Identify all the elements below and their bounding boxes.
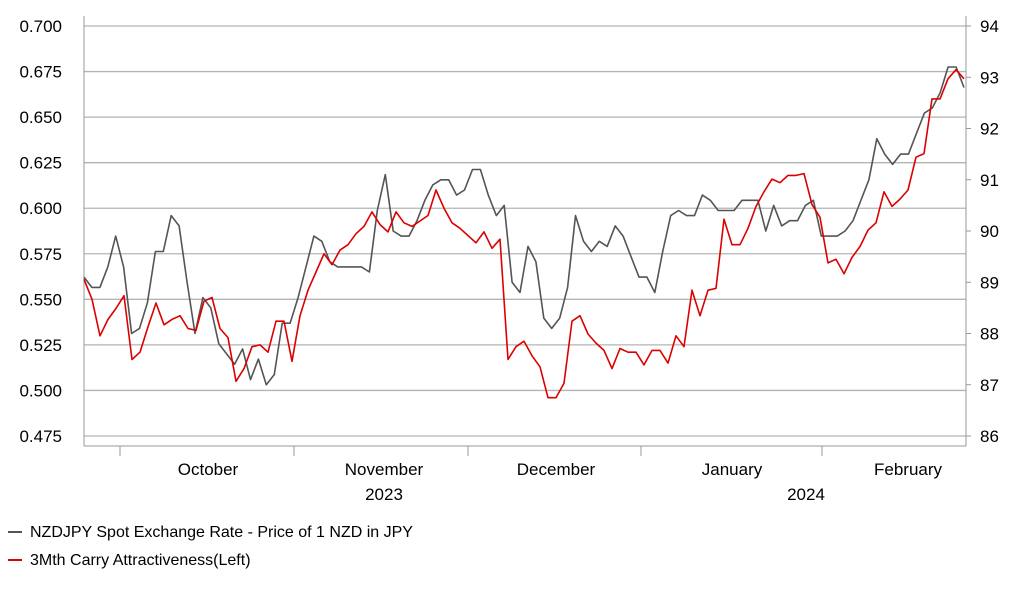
left-tick-label: 0.700 xyxy=(19,17,62,36)
left-tick-label: 0.550 xyxy=(19,290,62,309)
series-line-carry xyxy=(83,68,965,399)
series-line-spot xyxy=(83,66,965,386)
month-label: December xyxy=(517,460,596,479)
right-tick-label: 93 xyxy=(980,68,999,87)
month-label: October xyxy=(178,460,239,479)
left-tick-label: 0.625 xyxy=(19,154,62,173)
right-tick-label: 89 xyxy=(980,273,999,292)
left-tick-label: 0.475 xyxy=(19,427,62,446)
left-tick-label: 0.525 xyxy=(19,336,62,355)
right-tick-label: 94 xyxy=(980,17,999,36)
left-tick-label: 0.675 xyxy=(19,63,62,82)
right-tick-label: 88 xyxy=(980,325,999,344)
right-tick-label: 87 xyxy=(980,376,999,395)
legend: NZDJPY Spot Exchange Rate - Price of 1 N… xyxy=(8,524,413,569)
legend-label: 3Mth Carry Attractiveness(Left) xyxy=(30,552,251,569)
right-tick-label: 86 xyxy=(980,427,999,446)
right-tick-label: 92 xyxy=(980,120,999,139)
left-tick-label: 0.600 xyxy=(19,199,62,218)
gridlines xyxy=(84,25,966,437)
left-axis-ticks: 0.475 0.500 0.525 0.550 0.575 0.600 0.625 0.650… xyxy=(19,17,62,446)
left-tick-label: 0.575 xyxy=(19,245,62,264)
year-label: 2023 xyxy=(365,485,403,504)
month-label: November xyxy=(345,460,424,479)
series xyxy=(83,66,965,399)
axes xyxy=(83,16,971,456)
left-tick-label: 0.500 xyxy=(19,381,62,400)
year-label: 2024 xyxy=(787,485,825,504)
right-axis-ticks: 86 87 88 89 90 91 92 93 94 xyxy=(980,17,999,446)
right-tick-label: 91 xyxy=(980,171,999,190)
x-axis-labels: October November December January February 20… xyxy=(178,460,943,504)
legend-label: NZDJPY Spot Exchange Rate - Price of 1 N… xyxy=(30,524,413,541)
month-label: January xyxy=(702,460,763,479)
right-tick-label: 90 xyxy=(980,222,999,241)
month-label: February xyxy=(874,460,943,479)
left-tick-label: 0.650 xyxy=(19,108,62,127)
